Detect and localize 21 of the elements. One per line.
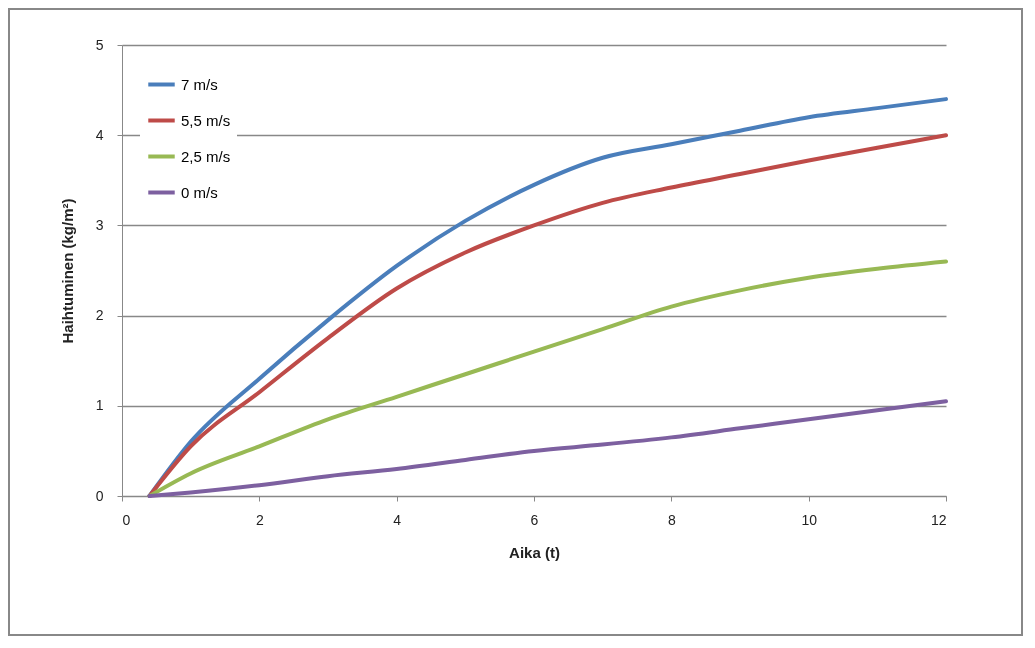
y-tick-label: 4 xyxy=(95,126,104,143)
x-tick-label: 4 xyxy=(393,511,402,528)
x-tick-label: 10 xyxy=(801,511,818,528)
y-tick-label: 0 xyxy=(95,487,104,504)
y-tick-label: 5 xyxy=(95,36,104,53)
x-axis-title: Aika (t) xyxy=(509,543,560,561)
x-tick-label: 6 xyxy=(530,511,539,528)
legend-label: 2,5 m/s xyxy=(181,147,231,165)
legend-label: 7 m/s xyxy=(181,75,218,93)
y-axis-title: Haihtuminen (kg/m²) xyxy=(58,198,76,344)
x-tick-label: 8 xyxy=(667,511,676,528)
y-tick-label: 1 xyxy=(95,397,104,414)
line-series xyxy=(147,259,948,498)
y-tick-label: 2 xyxy=(95,307,104,324)
legend-label: 0 m/s xyxy=(181,183,218,201)
x-tick-label: 2 xyxy=(255,511,264,528)
x-tick-label: 12 xyxy=(930,511,947,528)
line-series xyxy=(147,399,948,498)
y-tick-label: 3 xyxy=(95,216,104,233)
x-tick-label: 0 xyxy=(122,511,131,528)
legend-label: 5,5 m/s xyxy=(181,111,231,129)
